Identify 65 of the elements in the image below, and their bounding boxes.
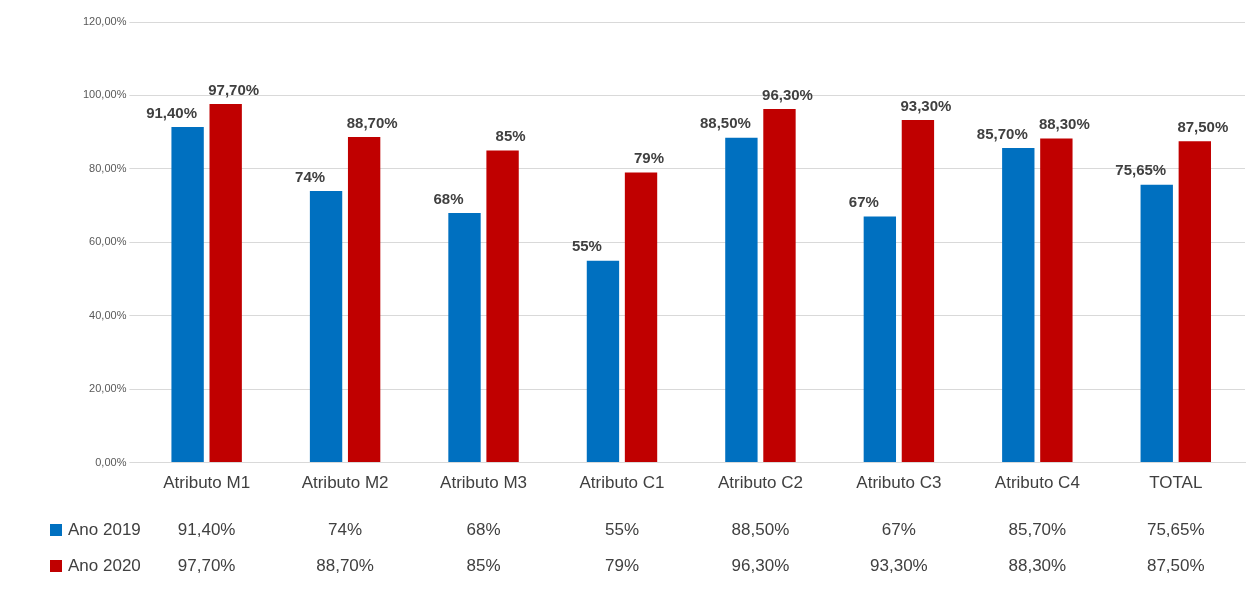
bar xyxy=(725,137,758,463)
x-tick-label: TOTAL xyxy=(1149,473,1203,493)
x-tick-label: Atributo M1 xyxy=(163,473,251,493)
x-tick-label: Atributo M2 xyxy=(301,473,389,493)
text: 68% xyxy=(433,189,464,207)
bar xyxy=(448,212,481,463)
bar xyxy=(1002,147,1035,463)
bar xyxy=(347,136,381,463)
data-label: 93,30% xyxy=(870,555,928,575)
text: 88,30% xyxy=(1038,115,1090,133)
y-tick-label: 20,00% xyxy=(89,382,127,395)
data-label: 67% xyxy=(881,519,916,539)
data-label: 88,70% xyxy=(316,555,374,575)
data-label: 97,70% xyxy=(177,555,236,575)
text: 79% xyxy=(634,149,665,167)
text: 55% xyxy=(571,237,602,255)
bar xyxy=(1178,141,1211,463)
data-label: 96,30% xyxy=(731,555,790,575)
data-label: 55% xyxy=(604,519,639,539)
text: 97,70% xyxy=(208,80,260,98)
data-label: 87,50% xyxy=(1146,555,1205,575)
text: 74% xyxy=(295,167,326,185)
data-label: 85,70% xyxy=(1008,519,1067,539)
x-tick-label: Atributo C2 xyxy=(717,473,803,493)
y-tick-label: 0,00% xyxy=(95,455,127,468)
bar xyxy=(624,172,658,463)
bar xyxy=(763,109,796,463)
data-label: 68% xyxy=(466,519,501,539)
bar xyxy=(1140,184,1173,463)
text: 75,65% xyxy=(1115,161,1167,179)
text: 88,50% xyxy=(699,114,751,132)
data-label: 79% xyxy=(604,555,639,575)
bar xyxy=(171,127,204,463)
data-label: 74% xyxy=(328,519,363,539)
bar xyxy=(309,190,343,463)
legend-label: Ano 2020 xyxy=(68,555,141,575)
text: 96,30% xyxy=(762,85,813,103)
y-tick-label: 60,00% xyxy=(89,235,127,248)
y-tick-label: 100,00% xyxy=(82,88,127,101)
data-label: 75,65% xyxy=(1146,519,1205,539)
x-tick-label: Atributo M3 xyxy=(440,473,528,493)
data-label: 88,50% xyxy=(731,519,790,539)
bar xyxy=(901,120,935,463)
y-tick-label: 120,00% xyxy=(82,15,127,28)
data-label: 88,30% xyxy=(1008,555,1067,575)
y-tick-label: 80,00% xyxy=(89,161,127,174)
bar xyxy=(1040,138,1073,463)
bar xyxy=(863,216,897,463)
text: 91,40% xyxy=(146,103,198,121)
bar xyxy=(586,260,620,463)
text: 67% xyxy=(848,193,879,211)
text: 93,30% xyxy=(900,96,952,114)
data-label: 85% xyxy=(466,555,501,575)
text: 85,70% xyxy=(976,124,1028,142)
y-tick-label: 40,00% xyxy=(89,308,127,321)
data-label: 91,40% xyxy=(177,519,236,539)
legend-label: Ano 2019 xyxy=(68,519,141,539)
text: 87,50% xyxy=(1177,117,1229,135)
bar xyxy=(486,150,519,463)
text: 85% xyxy=(495,127,526,145)
x-tick-label: Atributo C1 xyxy=(579,473,665,493)
x-tick-label: Atributo C3 xyxy=(856,473,942,493)
bar xyxy=(209,103,242,463)
x-tick-label: Atributo C4 xyxy=(994,473,1080,493)
text: 88,70% xyxy=(346,113,398,131)
